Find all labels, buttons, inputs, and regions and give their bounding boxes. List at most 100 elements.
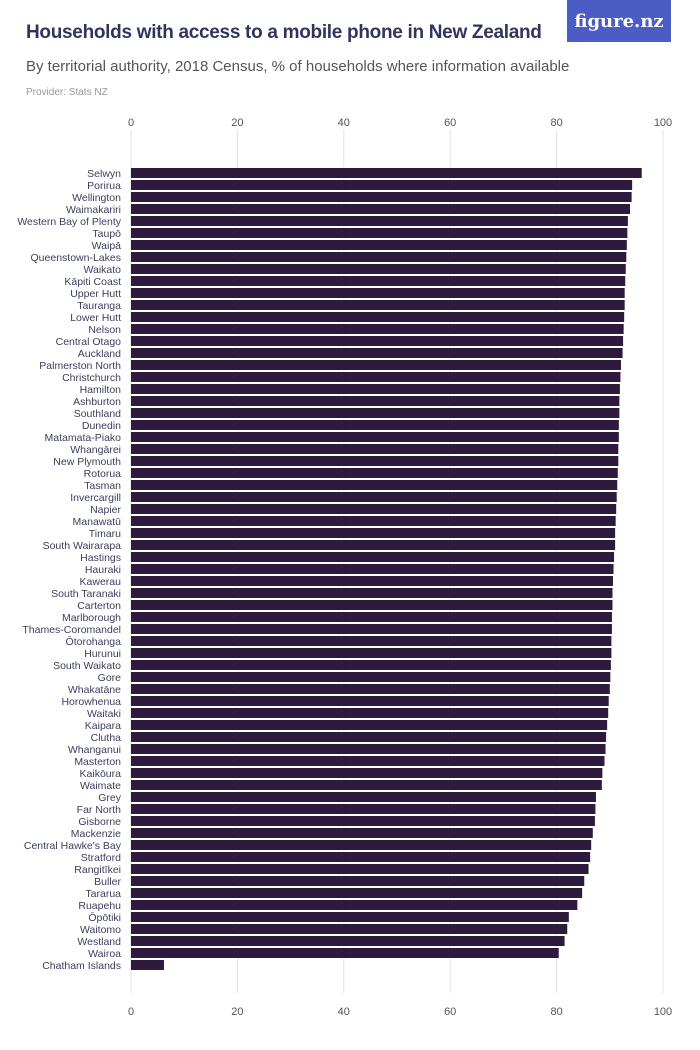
bar	[131, 720, 608, 730]
x-tick-label-bottom: 40	[338, 1006, 350, 1018]
x-tick-label-top: 60	[444, 117, 456, 129]
x-tick-label-top: 0	[128, 117, 134, 129]
bar	[131, 396, 620, 406]
category-label: Christchurch	[62, 372, 121, 384]
category-label: South Taranaki	[51, 588, 121, 600]
bar	[131, 600, 613, 610]
bar	[131, 456, 619, 466]
bar	[131, 852, 591, 862]
category-label: Napier	[90, 504, 121, 516]
bar	[131, 324, 624, 334]
category-label: Carterton	[77, 600, 121, 612]
bar	[131, 216, 628, 226]
category-label: Waipā	[92, 240, 122, 252]
bar	[131, 636, 612, 646]
bar	[131, 168, 642, 178]
bar	[131, 264, 626, 274]
category-label: South Wairarapa	[43, 540, 122, 552]
bar	[131, 204, 631, 214]
bar	[131, 252, 627, 262]
bar	[131, 300, 625, 310]
bar	[131, 180, 633, 190]
bar	[131, 828, 593, 838]
category-label: Whangārei	[70, 444, 121, 456]
category-label: South Waikato	[53, 660, 121, 672]
bar	[131, 276, 626, 286]
category-label: Nelson	[88, 324, 121, 336]
category-label: Upper Hutt	[70, 288, 121, 300]
category-label: Hauraki	[85, 564, 121, 576]
category-label: Tasman	[84, 480, 121, 492]
category-label: Clutha	[91, 732, 122, 744]
x-tick-label-bottom: 100	[654, 1006, 672, 1018]
bar	[131, 672, 611, 682]
category-label: Kāpiti Coast	[64, 276, 121, 288]
x-tick-label-bottom: 20	[231, 1006, 243, 1018]
category-label: Horowhenua	[61, 696, 121, 708]
bar	[131, 372, 621, 382]
figure-nz-logo[interactable]: figure.nz	[567, 0, 671, 42]
bar	[131, 840, 592, 850]
category-label: Taupō	[92, 228, 121, 240]
bar	[131, 768, 603, 778]
category-label: Central Otago	[56, 336, 122, 348]
bar	[131, 864, 589, 874]
bar	[131, 708, 609, 718]
bar	[131, 528, 616, 538]
category-label: Waitaki	[87, 708, 121, 720]
category-label: Westland	[77, 936, 121, 948]
bar	[131, 684, 610, 694]
category-label: Waikato	[83, 264, 121, 276]
bar	[131, 888, 583, 898]
category-label: Grey	[98, 792, 122, 804]
bar	[131, 804, 596, 814]
bar	[131, 876, 585, 886]
category-label: Kaikōura	[80, 768, 122, 780]
bar	[131, 336, 624, 346]
bar	[131, 612, 612, 622]
category-label: Hurunui	[84, 648, 121, 660]
category-label: New Plymouth	[53, 456, 121, 468]
bar	[131, 552, 615, 562]
category-label: Dunedin	[82, 420, 121, 432]
bar	[131, 900, 578, 910]
bar	[131, 384, 620, 394]
bar	[131, 504, 617, 514]
bar	[131, 444, 619, 454]
category-label: Whanganui	[68, 744, 121, 756]
bar	[131, 588, 613, 598]
chart-title: Households with access to a mobile phone…	[26, 22, 542, 43]
category-label: Invercargill	[70, 492, 121, 504]
x-tick-label-top: 100	[654, 117, 672, 129]
provider-label: Provider: Stats NZ	[26, 87, 108, 98]
category-label: Ōtorohanga	[66, 636, 122, 648]
x-tick-label-top: 40	[338, 117, 350, 129]
category-label: Selwyn	[87, 168, 121, 180]
bar	[131, 576, 613, 586]
category-label: Gisborne	[78, 816, 121, 828]
category-label: Tararua	[85, 888, 121, 900]
x-tick-label-bottom: 60	[444, 1006, 456, 1018]
category-label: Timaru	[89, 528, 121, 540]
bar	[131, 960, 164, 970]
bar	[131, 792, 596, 802]
category-label: Manawatū	[73, 516, 122, 528]
category-label: Waimakariri	[66, 204, 121, 216]
bar	[131, 312, 625, 322]
category-label: Stratford	[81, 852, 121, 864]
category-label: Mackenzie	[71, 828, 121, 840]
category-label: Western Bay of Plenty	[17, 216, 121, 228]
category-label: Kaipara	[85, 720, 121, 732]
bar	[131, 912, 569, 922]
bar	[131, 432, 619, 442]
bar	[131, 732, 607, 742]
category-label: Marlborough	[62, 612, 121, 624]
bar	[131, 420, 619, 430]
bar	[131, 408, 620, 418]
category-label: Palmerston North	[39, 360, 121, 372]
bar	[131, 648, 612, 658]
category-label: Rangitīkei	[74, 864, 121, 876]
bar	[131, 780, 602, 790]
bar	[131, 240, 627, 250]
category-label: Thames-Coromandel	[22, 624, 121, 636]
